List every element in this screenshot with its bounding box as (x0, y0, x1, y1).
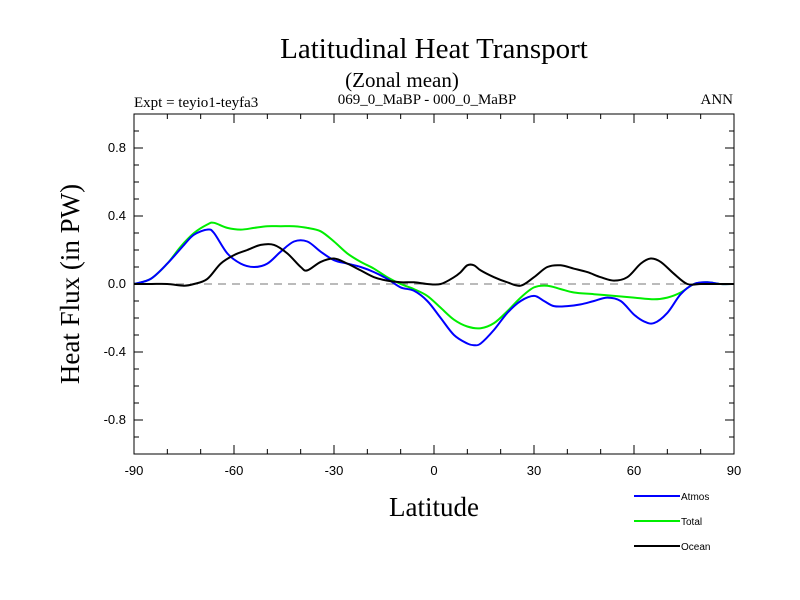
x-tick-label: -90 (125, 463, 144, 478)
x-tick-label: -30 (325, 463, 344, 478)
period-label: 069_0_MaBP - 000_0_MaBP (338, 92, 517, 108)
tick-layer: -90 -60 -30 0 30 60 90 -0.8 -0.4 0.0 0.4 0.8 (104, 113, 741, 478)
series-line-atmos (133, 228, 735, 347)
chart-title: Latitudinal Heat Transport (280, 33, 588, 65)
x-tick-label: 60 (627, 463, 641, 478)
x-tick-label: 30 (527, 463, 541, 478)
season-label: ANN (701, 92, 734, 108)
legend-label-total: Total (681, 517, 702, 528)
x-tick-label: 0 (430, 463, 437, 478)
legend: Atmos Total Ocean (634, 492, 710, 553)
series-line-total (133, 221, 735, 330)
x-tick-label: -60 (225, 463, 244, 478)
experiment-label: Expt = teyio1-teyfa3 (134, 95, 258, 111)
x-tick-label: 90 (727, 463, 741, 478)
series-layer (133, 221, 735, 347)
legend-label-atmos: Atmos (681, 492, 709, 503)
series-line-ocean (134, 243, 734, 287)
x-axis-label: Latitude (389, 492, 479, 522)
y-tick-label: -0.8 (104, 412, 126, 427)
y-tick-label: 0.4 (108, 208, 126, 223)
y-tick-label: 0.8 (108, 140, 126, 155)
y-axis-label: Heat Flux (in PW) (55, 184, 85, 384)
y-tick-label: 0.0 (108, 276, 126, 291)
y-tick-label: -0.4 (104, 344, 126, 359)
chart-subtitle: (Zonal mean) (345, 68, 459, 92)
legend-label-ocean: Ocean (681, 542, 710, 553)
